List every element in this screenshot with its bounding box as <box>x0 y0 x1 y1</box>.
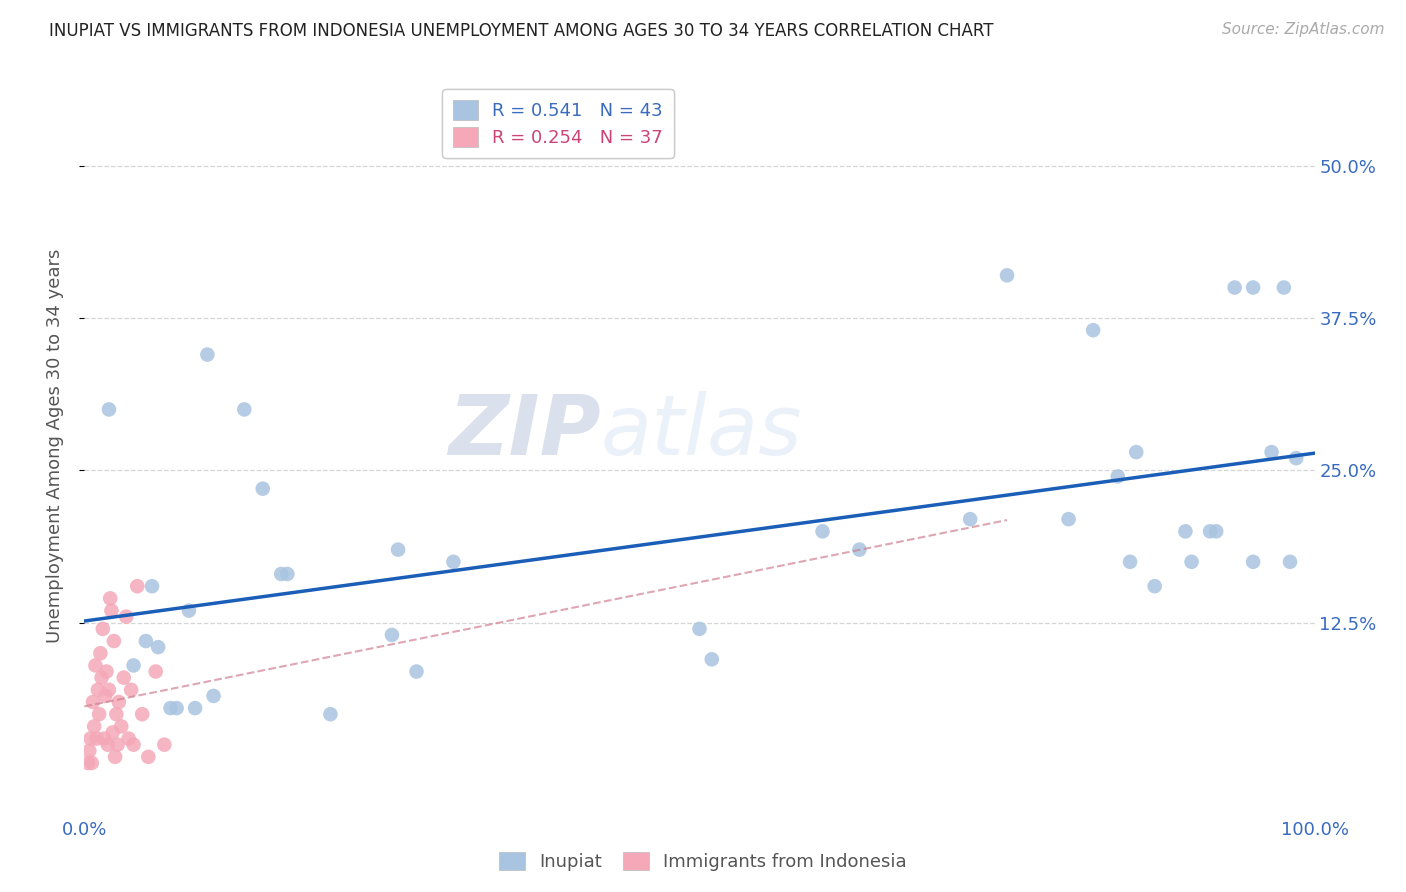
Point <box>82 695 104 709</box>
Point <box>86 731 108 746</box>
Point <box>77 756 100 770</box>
Point <box>159 701 181 715</box>
Point <box>141 579 163 593</box>
Point <box>93 731 115 746</box>
Point <box>135 634 157 648</box>
Point <box>90 671 112 685</box>
Point <box>1057 512 1080 526</box>
Point <box>103 634 125 648</box>
Text: atlas: atlas <box>602 391 803 472</box>
Point <box>122 658 145 673</box>
Point <box>1241 555 1264 569</box>
Point <box>177 603 200 617</box>
Point <box>84 658 107 673</box>
Point <box>131 707 153 722</box>
Point <box>100 603 122 617</box>
Point <box>83 719 105 733</box>
Point <box>233 402 256 417</box>
Text: INUPIAT VS IMMIGRANTS FROM INDONESIA UNEMPLOYMENT AMONG AGES 30 TO 34 YEARS CORR: INUPIAT VS IMMIGRANTS FROM INDONESIA UNE… <box>49 22 994 40</box>
Point <box>959 512 981 526</box>
Point <box>107 738 129 752</box>
Y-axis label: Unemployment Among Ages 30 to 34 years: Unemployment Among Ages 30 to 34 years <box>45 249 63 643</box>
Point <box>118 731 141 746</box>
Point <box>1279 555 1302 569</box>
Point <box>91 622 114 636</box>
Point <box>1125 445 1147 459</box>
Point <box>995 268 1018 283</box>
Text: Source: ZipAtlas.com: Source: ZipAtlas.com <box>1222 22 1385 37</box>
Point <box>276 567 298 582</box>
Point <box>87 682 110 697</box>
Point <box>184 701 207 715</box>
Point <box>98 402 121 417</box>
Point <box>108 695 131 709</box>
Point <box>1223 280 1246 294</box>
Point <box>811 524 834 539</box>
Point <box>405 665 427 679</box>
Text: ZIP: ZIP <box>449 391 602 472</box>
Point <box>97 738 120 752</box>
Point <box>101 725 124 739</box>
Point <box>1143 579 1166 593</box>
Point <box>138 749 160 764</box>
Point <box>700 652 723 666</box>
Point <box>105 707 128 722</box>
Point <box>848 542 870 557</box>
Point <box>166 701 188 715</box>
Point <box>79 731 101 746</box>
Point <box>153 738 176 752</box>
Point <box>104 749 127 764</box>
Point <box>80 756 103 770</box>
Point <box>197 348 219 362</box>
Point <box>1241 280 1264 294</box>
Point <box>319 707 342 722</box>
Point <box>689 622 711 636</box>
Point <box>270 567 292 582</box>
Point <box>127 579 149 593</box>
Point <box>1119 555 1142 569</box>
Point <box>1205 524 1227 539</box>
Point <box>120 682 142 697</box>
Point <box>110 719 132 733</box>
Point <box>202 689 225 703</box>
Point <box>1174 524 1197 539</box>
Legend: R = 0.541   N = 43, R = 0.254   N = 37: R = 0.541 N = 43, R = 0.254 N = 37 <box>441 89 673 158</box>
Point <box>1107 469 1129 483</box>
Point <box>443 555 465 569</box>
Point <box>252 482 274 496</box>
Point <box>115 609 138 624</box>
Point <box>1285 451 1308 466</box>
Point <box>387 542 409 557</box>
Point <box>122 738 145 752</box>
Point <box>148 640 170 655</box>
Point <box>94 689 117 703</box>
Point <box>145 665 167 679</box>
Point <box>89 707 111 722</box>
Point <box>1199 524 1222 539</box>
Point <box>1260 445 1282 459</box>
Legend: Inupiat, Immigrants from Indonesia: Inupiat, Immigrants from Indonesia <box>492 845 914 879</box>
Point <box>98 591 121 606</box>
Point <box>381 628 404 642</box>
Point <box>89 646 111 660</box>
Point <box>96 665 118 679</box>
Point <box>79 744 101 758</box>
Point <box>1181 555 1204 569</box>
Point <box>1272 280 1295 294</box>
Point <box>98 682 121 697</box>
Point <box>112 671 135 685</box>
Point <box>1083 323 1105 337</box>
